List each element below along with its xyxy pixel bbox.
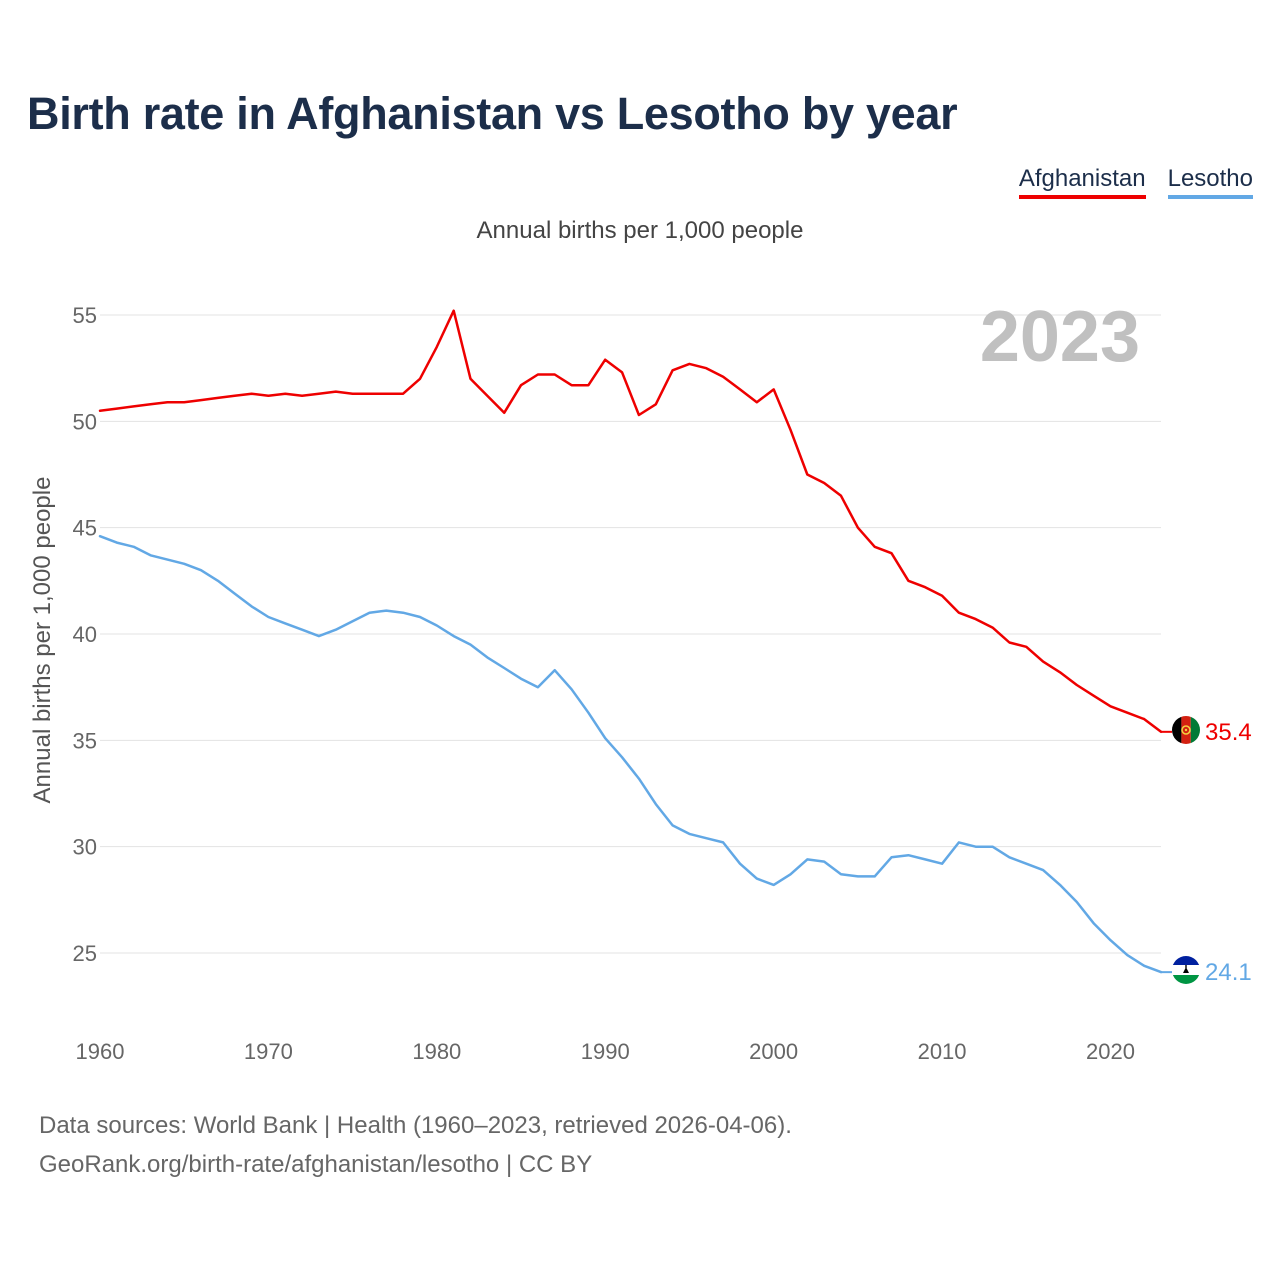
x-tick-label: 1970 <box>244 1039 293 1064</box>
y-tick-label: 45 <box>73 516 97 541</box>
y-tick-label: 30 <box>73 835 97 860</box>
year-display: 2023 <box>980 297 1140 377</box>
end-labels: 35.4 24.1 <box>1205 719 1252 986</box>
lesotho-flag-icon <box>1172 956 1200 984</box>
end-flags <box>1172 716 1200 984</box>
x-tick-label: 1960 <box>76 1039 125 1064</box>
end-label-lesotho: 24.1 <box>1205 959 1252 986</box>
x-axis-ticks: 1960 1970 1980 1990 2000 2010 2020 <box>76 1039 1135 1064</box>
y-tick-label: 50 <box>73 409 97 434</box>
source-line-1: Data sources: World Bank | Health (1960–… <box>39 1112 792 1139</box>
x-tick-label: 1980 <box>412 1039 461 1064</box>
source-line-2[interactable]: GeoRank.org/birth-rate/afghanistan/lesot… <box>39 1151 593 1178</box>
gridlines <box>100 314 1161 954</box>
x-tick-label: 1990 <box>581 1039 630 1064</box>
end-label-afghanistan: 35.4 <box>1205 719 1252 746</box>
series-line-afghanistan <box>98 309 1163 734</box>
y-axis-ticks: 25 30 35 40 45 50 55 <box>73 303 97 966</box>
y-tick-label: 40 <box>73 622 97 647</box>
legend: Afghanistan Lesotho <box>1018 165 1253 199</box>
x-tick-label: 2020 <box>1086 1039 1135 1064</box>
y-tick-label: 25 <box>73 941 97 966</box>
x-tick-label: 2000 <box>749 1039 798 1064</box>
legend-item-lesotho[interactable]: Lesotho <box>1167 165 1253 199</box>
chart-title: Birth rate in Afghanistan vs Lesotho by … <box>27 88 958 139</box>
x-tick-label: 2010 <box>918 1039 967 1064</box>
afghanistan-flag-icon <box>1172 716 1200 744</box>
y-tick-label: 35 <box>73 728 97 753</box>
series-line-lesotho <box>98 534 1163 974</box>
y-tick-label: 55 <box>73 303 97 328</box>
y-axis-label: Annual births per 1,000 people <box>29 477 56 804</box>
source-note: Data sources: World Bank | Health (1960–… <box>39 1106 792 1184</box>
chart-subtitle: Annual births per 1,000 people <box>476 217 804 244</box>
series-lines <box>98 309 1172 974</box>
legend-item-afghanistan[interactable]: Afghanistan <box>1018 165 1146 199</box>
